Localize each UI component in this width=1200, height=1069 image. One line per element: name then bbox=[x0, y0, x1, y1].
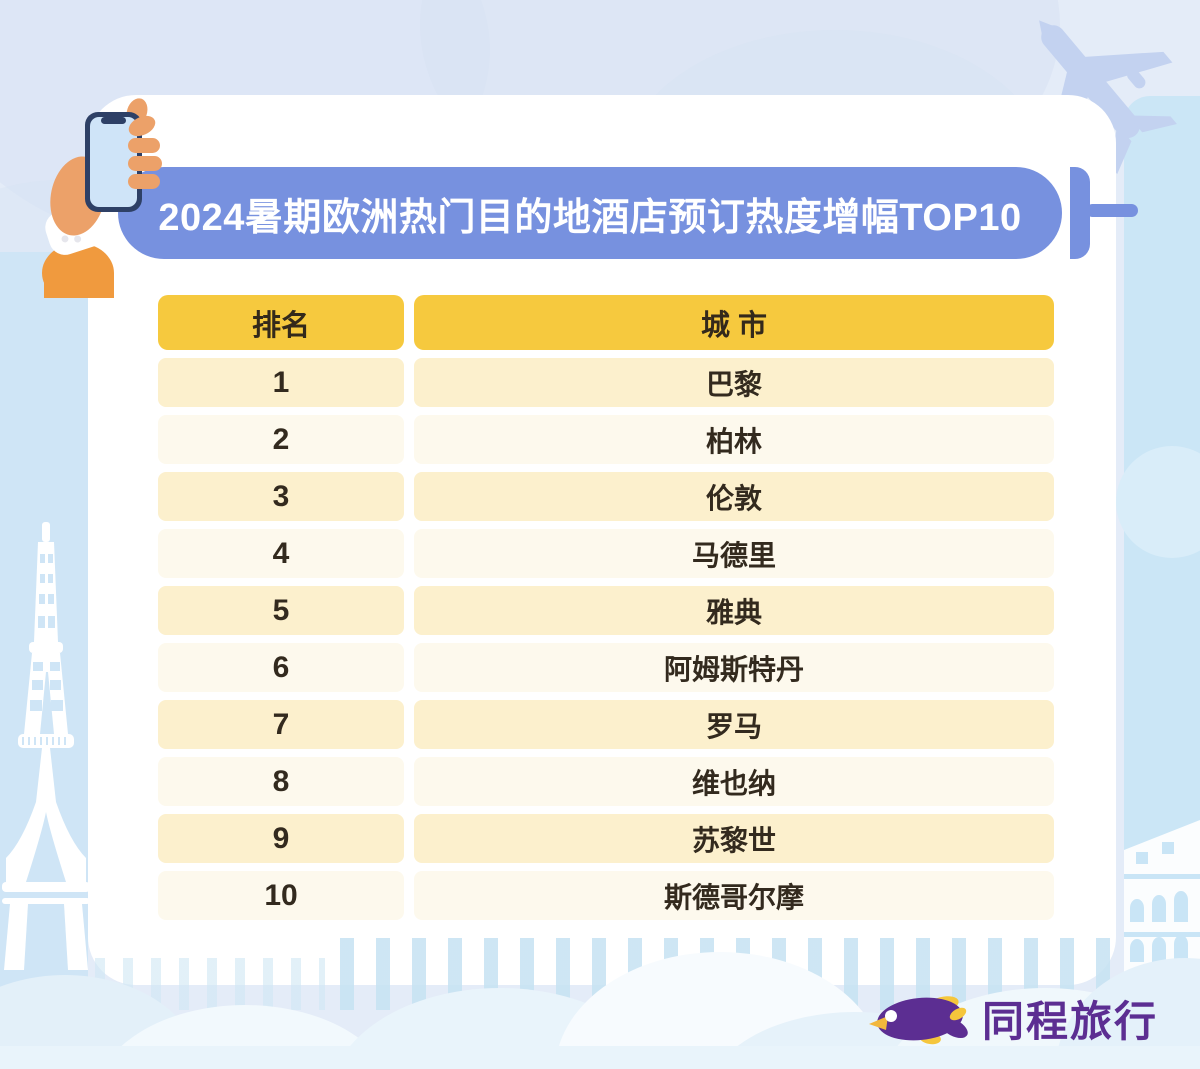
banner-end-cap bbox=[1070, 167, 1090, 259]
title-banner: 2024暑期欧洲热门目的地酒店预订热度增幅TOP10 bbox=[118, 167, 1062, 259]
city-cell: 斯德哥尔摩 bbox=[414, 871, 1054, 920]
city-cell: 维也纳 bbox=[414, 757, 1054, 806]
rank-cell: 10 bbox=[158, 871, 404, 920]
table-row: 10 斯德哥尔摩 bbox=[158, 871, 1054, 920]
table-header-row: 排名 城 市 bbox=[158, 295, 1054, 350]
city-cell: 伦敦 bbox=[414, 472, 1054, 521]
city-cell: 马德里 bbox=[414, 529, 1054, 578]
city-cell: 阿姆斯特丹 bbox=[414, 643, 1054, 692]
banner-dash bbox=[1086, 204, 1138, 217]
rank-cell: 4 bbox=[158, 529, 404, 578]
rank-cell: 7 bbox=[158, 700, 404, 749]
city-cell: 罗马 bbox=[414, 700, 1054, 749]
table-row: 3 伦敦 bbox=[158, 472, 1054, 521]
table-row: 8 维也纳 bbox=[158, 757, 1054, 806]
tongcheng-penguin-mascot-icon bbox=[869, 995, 968, 1044]
table-row: 7 罗马 bbox=[158, 700, 1054, 749]
table-row: 4 马德里 bbox=[158, 529, 1054, 578]
table-body: 1 巴黎 2 柏林 3 伦敦 4 马德里 5 雅典 6 阿姆斯特丹 7 罗马 bbox=[158, 358, 1054, 920]
eiffel-tower-icon bbox=[2, 522, 90, 970]
rank-cell: 8 bbox=[158, 757, 404, 806]
right-strip-highlight bbox=[1116, 446, 1200, 558]
colosseum-icon bbox=[1124, 820, 1200, 972]
city-cell: 苏黎世 bbox=[414, 814, 1054, 863]
column-header-rank: 排名 bbox=[158, 295, 404, 350]
rank-cell: 5 bbox=[158, 586, 404, 635]
city-cell: 巴黎 bbox=[414, 358, 1054, 407]
brand-logo: 同程旅行 bbox=[868, 988, 1158, 1049]
table-row: 2 柏林 bbox=[158, 415, 1054, 464]
rank-cell: 9 bbox=[158, 814, 404, 863]
ranking-table: 排名 城 市 1 巴黎 2 柏林 3 伦敦 4 马德里 5 雅典 6 阿姆斯特丹 bbox=[158, 295, 1054, 928]
rank-cell: 6 bbox=[158, 643, 404, 692]
city-cell: 柏林 bbox=[414, 415, 1054, 464]
table-row: 6 阿姆斯特丹 bbox=[158, 643, 1054, 692]
city-cell: 雅典 bbox=[414, 586, 1054, 635]
rank-cell: 2 bbox=[158, 415, 404, 464]
page-title: 2024暑期欧洲热门目的地酒店预订热度增幅TOP10 bbox=[158, 196, 1022, 239]
hand-holding-phone-icon bbox=[42, 98, 162, 298]
cloud-base-strip bbox=[0, 1046, 1200, 1069]
rank-cell: 1 bbox=[158, 358, 404, 407]
brand-name: 同程旅行 bbox=[982, 998, 1159, 1045]
table-row: 1 巴黎 bbox=[158, 358, 1054, 407]
table-row: 5 雅典 bbox=[158, 586, 1054, 635]
table-row: 9 苏黎世 bbox=[158, 814, 1054, 863]
column-header-city: 城 市 bbox=[414, 295, 1054, 350]
rank-cell: 3 bbox=[158, 472, 404, 521]
